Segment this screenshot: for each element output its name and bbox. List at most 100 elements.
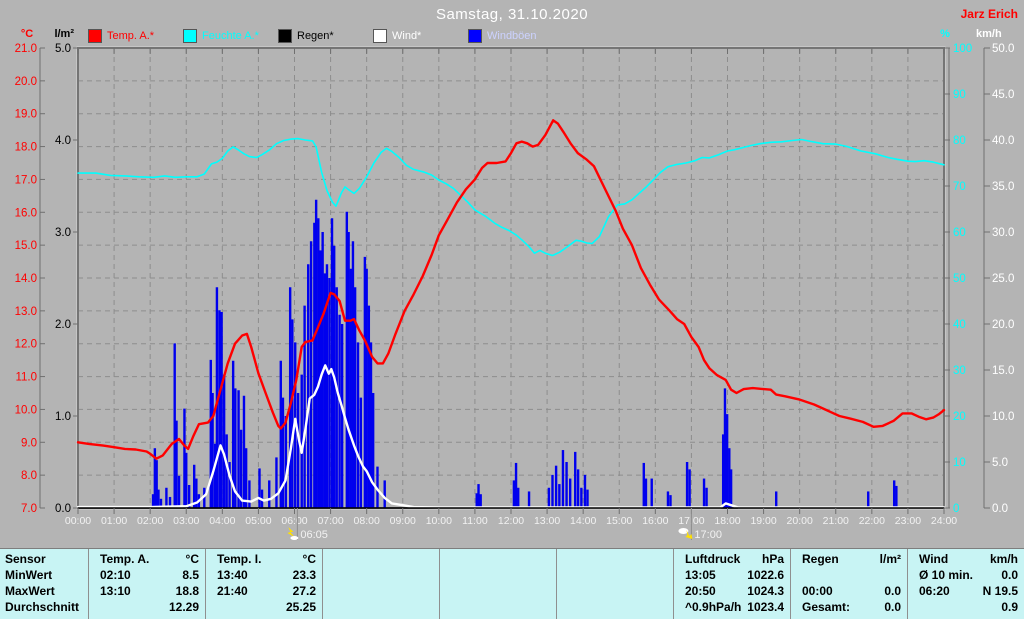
summary-header-value: hPa [761, 552, 784, 566]
legend-item-wind: Wind* [373, 29, 421, 43]
svg-text:01:00: 01:00 [101, 515, 127, 527]
gridlines [78, 48, 944, 508]
summary-header-value: °C [185, 552, 199, 566]
svg-text:20.0: 20.0 [992, 319, 1014, 331]
summary-row-label: MaxWert [5, 584, 55, 598]
svg-text:16:00: 16:00 [642, 515, 668, 527]
summary-minwert-value: 1022.6 [747, 568, 784, 582]
svg-text:45.0: 45.0 [992, 89, 1014, 101]
column-separator [673, 549, 674, 619]
svg-text:18:00: 18:00 [714, 515, 740, 527]
summary-durchschnitt: ^0.9hPa/h 1023.4 [677, 599, 784, 615]
svg-text:80: 80 [953, 135, 966, 147]
svg-text:15.0: 15.0 [15, 240, 37, 252]
svg-text:16.0: 16.0 [15, 207, 37, 219]
legend-swatch-icon [468, 29, 482, 43]
svg-text:90: 90 [953, 89, 966, 101]
summary-minwert-value: 8.5 [182, 568, 199, 582]
summary-maxwert-time: 13:10 [100, 584, 131, 598]
summary-minwert-value: 0.0 [1001, 568, 1018, 582]
svg-text:08:00: 08:00 [354, 515, 380, 527]
summary-minwert: 13:40 23.3 [209, 567, 316, 583]
legend-label: Feuchte A.* [202, 30, 259, 42]
svg-text:02:00: 02:00 [137, 515, 163, 527]
svg-text:3.0: 3.0 [55, 227, 71, 239]
svg-text:07:00: 07:00 [317, 515, 343, 527]
legend-item-tempa: Temp. A.* [88, 29, 154, 43]
summary-minwert: 02:10 8.5 [92, 567, 199, 583]
svg-text:14.0: 14.0 [15, 273, 37, 285]
svg-text:23:00: 23:00 [895, 515, 921, 527]
summary-durchschnitt: Gesamt: 0.0 [794, 599, 901, 615]
weather-chart: 21.0 20.0 19.0 18.0 17.0 16.0 15.0 14.0 13.0 12.0… [15, 43, 1015, 541]
summary-header-value: l/m² [879, 552, 901, 566]
svg-text:40: 40 [953, 319, 966, 331]
summary-durchschnitt-value: 12.29 [168, 600, 199, 614]
rain-axis-unit: l/m² [54, 28, 74, 40]
summary-durchschnitt-value: 0.0 [884, 600, 901, 614]
summary-header: Temp. A. °C [92, 551, 199, 567]
svg-text:20:00: 20:00 [787, 515, 813, 527]
svg-text:21.0: 21.0 [15, 43, 37, 55]
legend-swatch-icon [183, 29, 197, 43]
svg-text:00:00: 00:00 [65, 515, 91, 527]
summary-row-label: MinWert [5, 568, 53, 582]
svg-text:10:00: 10:00 [426, 515, 452, 527]
column-separator [88, 549, 89, 619]
svg-text:13:00: 13:00 [534, 515, 560, 527]
column-separator [556, 549, 557, 619]
summary-minwert-value: 23.3 [292, 568, 316, 582]
svg-text:14:00: 14:00 [570, 515, 596, 527]
sunset-marker: 17:00 [678, 508, 722, 541]
rain-axis: 5.0 4.0 3.0 2.0 1.0 0.0 [55, 43, 78, 515]
svg-text:11.0: 11.0 [15, 372, 37, 384]
svg-text:25.0: 25.0 [992, 273, 1014, 285]
svg-text:03:00: 03:00 [173, 515, 199, 527]
page-title: Samstag, 31.10.2020 [435, 6, 589, 23]
summary-minwert-time: 02:10 [100, 568, 131, 582]
summary-durchschnitt-value: 0.9 [1001, 600, 1018, 614]
legend-label: Temp. A.* [107, 30, 155, 42]
summary-durchschnitt-value: 25.25 [285, 600, 316, 614]
wind-axis: 50.0 45.0 40.0 35.0 30.0 25.0 20.0 15.0 10.0 5.0 0… [983, 43, 1014, 515]
svg-text:20: 20 [953, 411, 966, 423]
column-separator [790, 549, 791, 619]
temp-axis: 21.0 20.0 19.0 18.0 17.0 16.0 15.0 14.0 13.0 12.0… [15, 43, 45, 515]
legend-item-feuchtea: Feuchte A.* [183, 29, 259, 43]
svg-text:50: 50 [953, 273, 966, 285]
svg-text:7.0: 7.0 [21, 503, 37, 515]
legend-swatch-icon [88, 29, 102, 43]
summary-maxwert-value: 0.0 [884, 584, 901, 598]
summary-maxwert: 13:10 18.8 [92, 583, 199, 599]
hour-ticks [77, 48, 945, 514]
summary-header: Temp. I. °C [209, 551, 316, 567]
column-separator [205, 549, 206, 619]
summary-maxwert-value: N 19.5 [982, 584, 1018, 598]
summary-maxwert: 00:00 0.0 [794, 583, 901, 599]
svg-text:2.0: 2.0 [55, 319, 71, 331]
svg-text:12:00: 12:00 [498, 515, 524, 527]
svg-text:04:00: 04:00 [209, 515, 235, 527]
svg-text:17.0: 17.0 [15, 174, 37, 186]
svg-text:0.0: 0.0 [55, 503, 71, 515]
legend-item-regen: Regen* [278, 29, 334, 43]
summary-row-label: Sensor [5, 552, 46, 566]
summary-header: Luftdruck hPa [677, 551, 784, 567]
summary-minwert: 13:05 1022.6 [677, 567, 784, 583]
sunrise-marker: 06:05 [287, 508, 328, 541]
svg-text:18.0: 18.0 [15, 142, 37, 154]
series-feuchte-a- [77, 137, 945, 257]
svg-text:06:00: 06:00 [281, 515, 307, 527]
svg-text:5.0: 5.0 [992, 457, 1008, 469]
owner-label: Jarz Erich [960, 7, 1018, 21]
summary-header: Wind km/h [911, 551, 1018, 567]
svg-text:60: 60 [953, 227, 966, 239]
summary-header-value: km/h [989, 552, 1018, 566]
summary-header-time: Temp. I. [217, 552, 262, 566]
legend: Temp. A.* Feuchte A.* Regen* Wind* Windböen [0, 29, 1024, 44]
column-separator [439, 549, 440, 619]
svg-text:50.0: 50.0 [992, 43, 1014, 55]
svg-text:13.0: 13.0 [15, 306, 37, 318]
svg-text:10.0: 10.0 [15, 404, 37, 416]
svg-text:10.0: 10.0 [992, 411, 1014, 423]
